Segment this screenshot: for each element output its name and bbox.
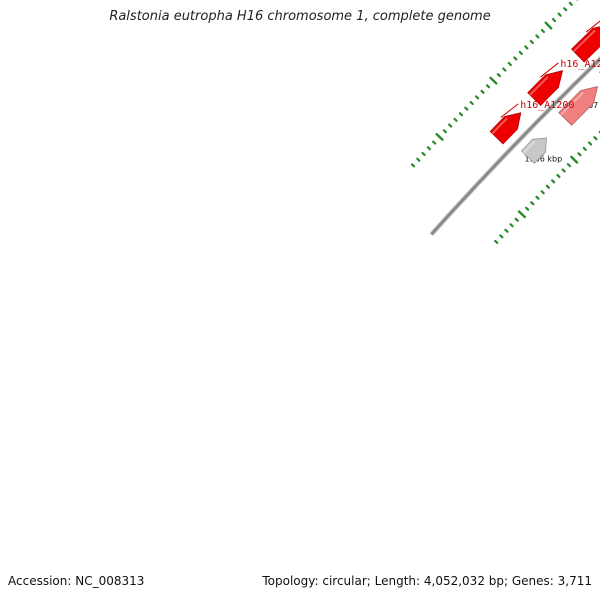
gene-arrow[interactable]	[520, 137, 547, 164]
major-tick	[544, 21, 553, 30]
gene-arrow[interactable]	[489, 112, 522, 145]
minor-tick	[561, 168, 566, 173]
minor-tick	[535, 195, 540, 200]
minor-tick	[551, 179, 556, 184]
minor-tick	[507, 61, 512, 67]
minor-tick	[421, 151, 426, 157]
minor-tick	[535, 34, 540, 39]
major-tick	[570, 155, 579, 164]
gene-features	[489, 25, 600, 164]
minor-tick	[551, 18, 557, 23]
minor-tick	[453, 117, 458, 122]
minor-tick	[557, 12, 562, 17]
backbone-line	[430, 57, 600, 236]
gene-arrow[interactable]	[571, 25, 600, 63]
major-tick	[489, 76, 498, 85]
minor-tick	[514, 217, 519, 222]
minor-tick	[458, 112, 464, 117]
minor-tick	[556, 173, 561, 179]
minor-tick	[480, 89, 485, 94]
gene-highlight	[560, 91, 584, 116]
gene-highlight	[529, 76, 549, 96]
minor-tick	[469, 100, 474, 106]
major-tick	[435, 132, 444, 141]
minor-tick	[416, 157, 421, 162]
minor-tick	[464, 106, 469, 111]
minor-tick	[426, 146, 432, 151]
minor-tick	[577, 152, 582, 157]
minor-tick	[518, 50, 523, 56]
minor-tick	[540, 28, 546, 34]
minor-tick	[442, 129, 447, 134]
minor-tick	[496, 73, 501, 78]
minor-tick	[545, 184, 551, 189]
minor-tick	[587, 141, 593, 146]
minor-tick	[485, 84, 491, 89]
minor-tick	[513, 56, 518, 61]
major-tick	[517, 210, 527, 219]
minor-tick	[524, 45, 529, 50]
minor-tick	[582, 146, 587, 151]
gene-arrow[interactable]	[527, 70, 564, 106]
gene-label[interactable]: h16_A1201	[560, 59, 600, 70]
outer-tick-marks	[410, 0, 579, 168]
accession-text: Accession: NC_008313	[8, 574, 145, 588]
minor-tick	[540, 190, 545, 195]
minor-tick	[529, 39, 534, 45]
minor-tick	[563, 7, 568, 12]
minor-tick	[410, 163, 416, 168]
gene-arrow[interactable]	[558, 86, 599, 126]
minor-tick	[448, 123, 453, 128]
minor-tick	[502, 67, 507, 72]
genome-summary-text: Topology: circular; Length: 4,052,032 bp…	[262, 574, 592, 588]
chromosome-backbone	[429, 55, 600, 237]
minor-tick	[499, 234, 504, 239]
minor-tick	[593, 136, 598, 141]
gene-label-leader	[500, 103, 519, 118]
minor-tick	[524, 206, 530, 211]
inner-tick-marks	[494, 130, 600, 244]
minor-tick	[432, 140, 437, 145]
minor-tick	[509, 223, 514, 228]
gene-highlight	[491, 117, 508, 135]
tick-label: 1306 kbp	[524, 155, 562, 164]
minor-tick	[530, 201, 535, 206]
gene-highlight	[572, 29, 596, 53]
gene-label-leader	[540, 62, 559, 78]
minor-tick	[504, 228, 509, 233]
minor-tick	[475, 95, 480, 100]
map-title: Ralstonia eutropha H16 chromosome 1, com…	[109, 9, 491, 24]
gene-label-leader	[585, 20, 600, 33]
gene-label[interactable]: h16_A1200	[520, 100, 574, 111]
minor-tick	[568, 1, 573, 6]
gene-labels: h16_A1200h16_A1201h16_A1202h16_A1203dapA…	[500, 20, 600, 118]
minor-tick	[494, 239, 499, 244]
minor-tick	[566, 163, 572, 168]
gene-highlight	[522, 140, 536, 154]
